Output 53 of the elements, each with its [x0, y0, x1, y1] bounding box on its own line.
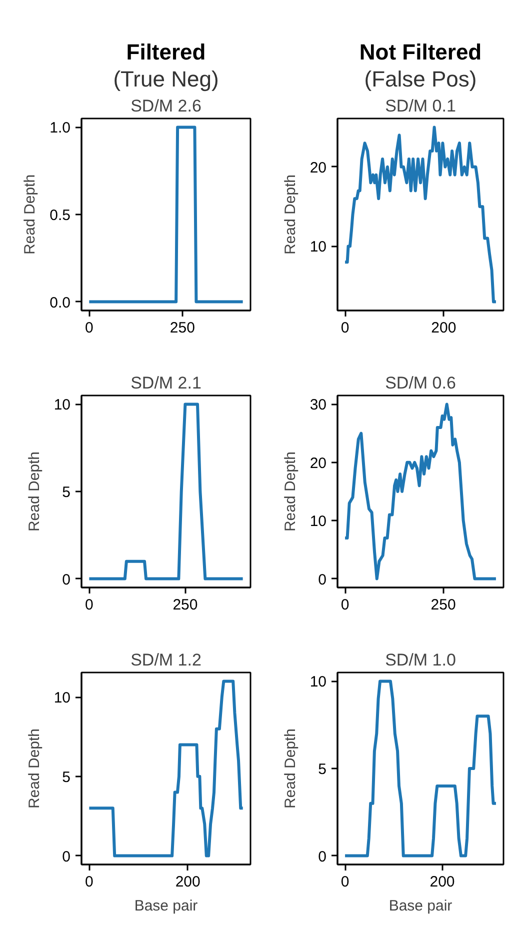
y-tick-label: 10	[54, 396, 71, 414]
line-series	[88, 680, 244, 858]
y-tick-label: 20	[310, 454, 327, 472]
y-axis-title: Read Depth	[22, 174, 39, 255]
y-tick-label: 0.0	[50, 294, 71, 312]
chart-title: SD/M 0.1	[385, 96, 456, 116]
x-tick-label: 250	[172, 596, 198, 614]
chart-title: SD/M 2.6	[130, 96, 202, 116]
y-tick-label: 0	[318, 571, 326, 588]
chart-title: SD/M 2.1	[130, 374, 202, 392]
x-tick-label: 0	[340, 874, 350, 890]
y-axis-title: Read Depth	[282, 451, 299, 532]
x-tick-label: 0	[340, 596, 350, 614]
x-tick-label: 200	[431, 320, 456, 336]
line-series	[344, 680, 498, 858]
y-tick-label: 1.0	[50, 120, 71, 137]
text: (False Pos)	[364, 66, 477, 92]
y-tick-label: 10	[310, 238, 327, 256]
x-tick-label: 200	[430, 874, 455, 890]
x-tick-label: 0	[85, 320, 94, 336]
y-axis-title: Read Depth	[282, 174, 299, 255]
y-axis-title: Read Depth	[282, 728, 299, 809]
x-tick-label: 0	[85, 596, 94, 614]
y-tick-label: 5	[62, 484, 70, 501]
y-tick-label: 0	[62, 848, 70, 866]
y-tick-label: 30	[310, 396, 327, 414]
y-axis-title: Read Depth	[26, 728, 43, 809]
y-tick-label: 5	[62, 768, 70, 786]
line-series	[344, 402, 498, 580]
chart-title: SD/M 0.6	[385, 374, 456, 392]
x-tick-label: 250	[170, 320, 195, 336]
y-tick-label: 10	[310, 513, 327, 530]
line-series	[344, 126, 498, 304]
chart-title: SD/M 1.2	[130, 650, 202, 670]
y-tick-label: 0.5	[50, 207, 71, 224]
y-tick-label: 10	[54, 690, 71, 707]
x-tick-label: 200	[175, 874, 200, 890]
x-axis-title: Base pair	[388, 898, 452, 914]
y-tick-label: 0	[62, 571, 70, 588]
text: Not Filtered	[359, 40, 482, 64]
chart-title: SD/M 1.0	[385, 650, 456, 670]
y-tick-label: 20	[310, 159, 327, 176]
x-axis-title: Base pair	[134, 898, 198, 914]
x-tick-label: 250	[430, 596, 456, 614]
text: (True Neg)	[113, 66, 219, 92]
y-tick-label: 0	[318, 848, 326, 866]
y-tick-label: 5	[318, 761, 326, 778]
x-tick-label: 0	[340, 320, 350, 336]
line-series	[88, 402, 244, 580]
text: Filtered	[126, 40, 206, 64]
x-tick-label: 0	[85, 874, 94, 890]
y-axis-title: Read Depth	[26, 451, 43, 532]
y-tick-label: 10	[310, 674, 327, 691]
